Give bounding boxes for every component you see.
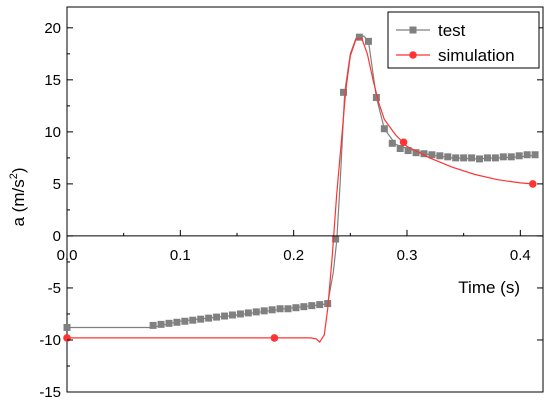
x-tick-label: 0.3	[397, 247, 418, 264]
data-point-test	[436, 152, 444, 160]
data-point-test	[372, 94, 380, 102]
data-point-test	[404, 147, 412, 155]
axes-layer: -15 -10 -5 0 5 10 15 20 0.0 0.1 0.2 0.3 0.4	[39, 20, 543, 401]
data-point-test	[483, 154, 491, 162]
data-point-test	[300, 303, 308, 311]
y-tick-label: -15	[39, 384, 61, 401]
data-point-test	[515, 152, 523, 160]
data-point-test	[165, 319, 173, 327]
data-point-test	[221, 312, 229, 320]
data-point-test	[149, 321, 157, 329]
data-point-test	[197, 315, 205, 323]
legend-label-simulation: simulation	[438, 46, 515, 65]
y-tick-label: 0	[53, 228, 61, 245]
data-point-test	[507, 153, 515, 161]
y-tick-label: -5	[48, 280, 61, 297]
data-point-test	[499, 153, 507, 161]
data-point-test	[189, 316, 197, 324]
data-point-test	[468, 154, 476, 162]
y-tick-label: 5	[53, 176, 61, 193]
x-tick-label: 0.0	[57, 247, 78, 264]
series-layer	[63, 33, 539, 344]
data-point-test	[412, 149, 420, 157]
y-tick-label: -10	[39, 332, 61, 349]
data-point-test	[523, 151, 531, 159]
data-point-simulation	[529, 180, 537, 188]
legend-marker-simulation	[409, 51, 417, 59]
data-point-simulation	[270, 334, 279, 342]
data-point-test	[268, 306, 276, 314]
data-point-test	[157, 320, 165, 328]
y-tick-label: 15	[44, 72, 61, 89]
data-point-test	[444, 153, 452, 161]
data-point-test	[260, 307, 268, 315]
data-point-test	[292, 304, 300, 312]
legend-label-test: test	[438, 21, 466, 40]
data-point-test	[276, 305, 284, 313]
y-tick-label: 10	[44, 124, 61, 141]
y-axis-title: a (m/s2)	[8, 167, 28, 226]
x-tick-label: 0.4	[510, 247, 531, 264]
data-point-test	[308, 302, 316, 310]
data-point-test	[284, 305, 292, 313]
data-point-test	[420, 150, 428, 158]
x-tick-label: 0.1	[170, 247, 191, 264]
data-point-test	[491, 154, 499, 162]
y-axis-title-close: )	[9, 167, 28, 173]
data-point-test	[364, 37, 372, 45]
data-point-test	[228, 311, 236, 319]
data-point-test	[213, 313, 221, 321]
data-point-test	[452, 154, 460, 162]
data-point-test	[252, 308, 260, 316]
data-point-test	[332, 235, 340, 243]
x-axis-title: Time (s)	[458, 278, 520, 297]
data-point-test	[244, 309, 252, 317]
data-point-test	[460, 154, 468, 162]
data-point-test	[396, 145, 404, 153]
data-point-test	[380, 125, 388, 133]
legend-marker-test	[409, 26, 417, 34]
data-point-simulation	[63, 334, 71, 342]
data-point-test	[173, 318, 181, 326]
data-point-test	[205, 314, 213, 322]
data-point-test	[181, 317, 189, 325]
data-point-test	[428, 151, 436, 159]
data-point-test	[531, 151, 539, 159]
legend: test simulation	[387, 11, 540, 69]
y-tick-label: 20	[44, 20, 61, 37]
data-point-test	[476, 155, 484, 163]
y-axis-title-sup: 2	[8, 173, 20, 179]
data-point-test	[388, 139, 396, 147]
y-axis-title-main: a (m/s	[9, 179, 28, 226]
x-tick-label: 0.2	[283, 247, 304, 264]
data-point-test	[63, 323, 71, 331]
data-point-test	[340, 88, 348, 96]
data-point-simulation	[399, 138, 408, 147]
data-point-test	[316, 301, 324, 309]
series-line-simulation	[67, 37, 533, 344]
data-point-test	[236, 310, 244, 318]
data-point-test	[355, 33, 363, 41]
